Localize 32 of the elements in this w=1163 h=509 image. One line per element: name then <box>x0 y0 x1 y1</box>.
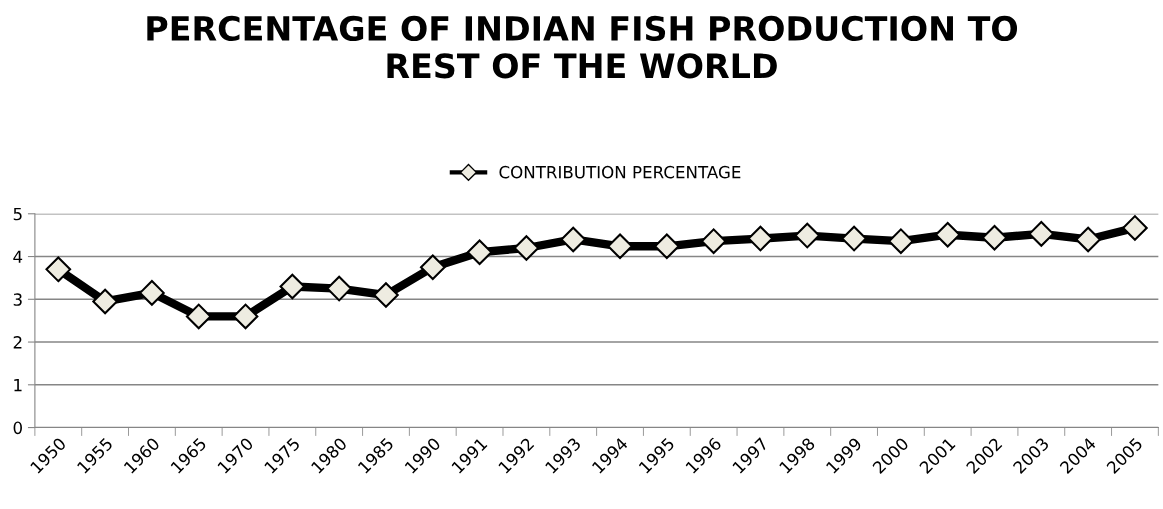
point <box>1075 226 1101 253</box>
point <box>373 282 399 308</box>
y-tick-label: 2 <box>13 336 22 349</box>
point <box>1122 215 1148 241</box>
point <box>747 225 774 252</box>
point <box>232 303 259 330</box>
legend-label: CONTRIBUTION PERCENTAGE <box>499 165 741 179</box>
point <box>888 228 914 254</box>
y-tick-label: 3 <box>13 293 22 306</box>
point <box>981 224 1008 251</box>
chart-title: PERCENTAGE OF INDIAN FISH PRODUCTION TO REST OF THE WORLD <box>147 15 1018 79</box>
point <box>1028 221 1055 247</box>
point <box>185 303 212 330</box>
point <box>279 273 306 300</box>
point <box>513 235 540 261</box>
point <box>419 254 446 281</box>
point <box>607 233 633 260</box>
point <box>654 233 680 260</box>
y-tick-label: 4 <box>13 250 23 263</box>
y-tick-label: 0 <box>13 421 22 435</box>
point <box>139 280 165 306</box>
point <box>326 275 352 302</box>
point <box>45 256 72 283</box>
y-tick-label: 1 <box>14 378 22 392</box>
point <box>92 288 118 315</box>
y-tick-label: 5 <box>13 207 22 221</box>
point <box>700 228 727 254</box>
point <box>560 226 587 253</box>
point <box>466 239 493 266</box>
point <box>841 225 867 252</box>
point <box>794 222 821 249</box>
point <box>934 221 961 248</box>
